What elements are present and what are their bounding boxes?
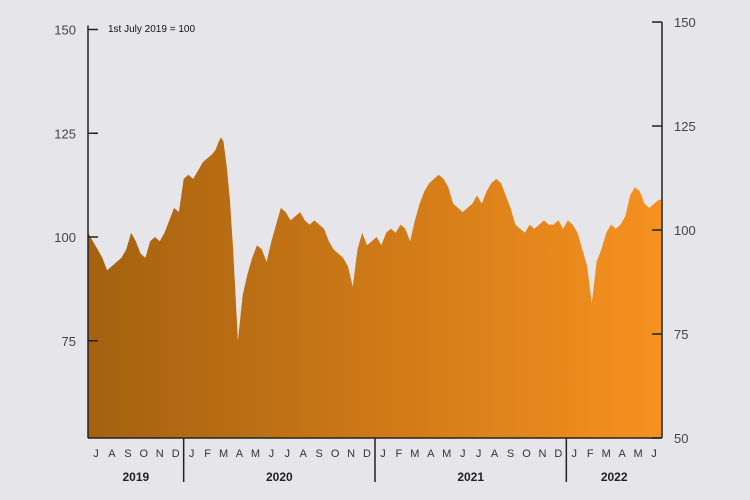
index-area-series [88, 137, 662, 438]
month-tick-label: A [427, 448, 435, 460]
month-tick-label: O [331, 448, 340, 460]
month-tick-label: F [204, 448, 211, 460]
left-tick-label: 75 [62, 334, 76, 349]
month-tick-label: S [124, 448, 131, 460]
right-tick-label: 75 [674, 327, 688, 342]
month-tick-label: J [572, 448, 578, 460]
month-tick-label: A [300, 448, 308, 460]
month-tick-label: J [476, 448, 482, 460]
left-tick-label: 150 [54, 23, 76, 38]
month-tick-label: J [269, 448, 275, 460]
right-tick-label: 125 [674, 119, 696, 134]
month-tick-label: A [236, 448, 244, 460]
month-tick-label: M [442, 448, 451, 460]
month-tick-label: F [587, 448, 594, 460]
month-tick-label: J [93, 448, 99, 460]
month-tick-label: J [651, 448, 657, 460]
month-tick-label: J [380, 448, 386, 460]
month-tick-label: D [363, 448, 371, 460]
year-label: 2019 [122, 470, 149, 484]
month-tick-label: F [396, 448, 403, 460]
month-tick-label: S [316, 448, 323, 460]
right-tick-label: 100 [674, 223, 696, 238]
year-label: 2022 [601, 470, 628, 484]
left-tick-label: 125 [54, 126, 76, 141]
month-tick-label: J [189, 448, 195, 460]
month-tick-label: M [219, 448, 228, 460]
month-tick-label: O [522, 448, 531, 460]
month-tick-label: A [618, 448, 626, 460]
month-tick-label: N [156, 448, 164, 460]
right-tick-label: 150 [674, 15, 696, 30]
month-tick-label: M [633, 448, 642, 460]
month-tick-label: N [538, 448, 546, 460]
month-tick-label: M [410, 448, 419, 460]
month-tick-label: D [172, 448, 180, 460]
month-tick-label: M [602, 448, 611, 460]
left-tick-label: 100 [54, 230, 76, 245]
month-tick-label: D [554, 448, 562, 460]
year-label: 2020 [266, 470, 293, 484]
month-tick-label: N [347, 448, 355, 460]
month-tick-label: M [251, 448, 260, 460]
month-tick-label: A [491, 448, 499, 460]
month-tick-label: S [507, 448, 514, 460]
x-axis: J A S O N D J F M A M J J A S O N D J F M A M J J A S O N D J F M A M J2019… [88, 437, 662, 484]
month-tick-label: J [285, 448, 291, 460]
month-tick-label: O [140, 448, 149, 460]
right-y-axis: 50 75 100 125 150 [652, 15, 696, 446]
baseline-annotation: 1st July 2019 = 100 [108, 24, 195, 35]
month-tick-label: A [108, 448, 116, 460]
year-label: 2021 [457, 470, 484, 484]
month-tick-label: J [460, 448, 466, 460]
left-y-axis: 75 100 125 150 [54, 23, 98, 438]
right-tick-label: 50 [674, 431, 688, 446]
